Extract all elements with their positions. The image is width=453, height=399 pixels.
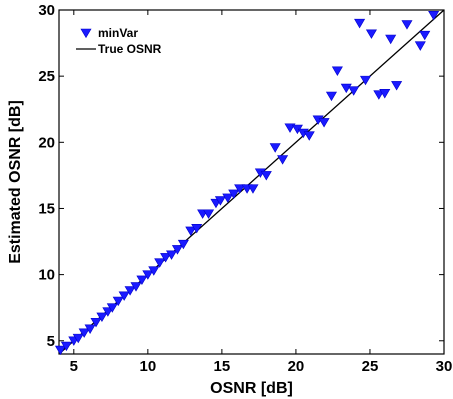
x-tick-label: 30 [436, 358, 453, 375]
series-layer [54, 9, 445, 356]
data-point-minVar [90, 317, 102, 328]
x-tick-label: 10 [140, 358, 157, 375]
data-point-minVar [359, 75, 372, 86]
data-point-minVar [171, 245, 183, 255]
data-point-minVar [325, 91, 337, 102]
legend-label-minVar: minVar [98, 26, 138, 40]
data-point-minVar [391, 81, 403, 91]
data-point-minVar [284, 123, 296, 133]
data-point-minVar [318, 118, 330, 128]
data-point-minVar [247, 184, 259, 194]
data-point-minVar [72, 333, 84, 344]
data-point-minVar [84, 324, 96, 334]
data-point-minVar [130, 282, 142, 292]
data-point-minVar [154, 258, 166, 268]
data-point-minVar [277, 155, 289, 165]
data-point-minVar [118, 291, 130, 301]
data-point-minVar [340, 83, 352, 94]
data-point-minVar [78, 328, 90, 338]
data-point-minVar [203, 209, 215, 219]
data-point-minVar [428, 10, 440, 21]
y-tick-label: 20 [38, 134, 55, 151]
data-point-minVar [191, 224, 203, 234]
y-tick-label: 15 [38, 200, 55, 217]
data-point-minVar [260, 171, 272, 181]
data-point-minVar [112, 296, 124, 307]
data-point-minVar [331, 66, 343, 76]
y-tick-label: 5 [47, 333, 55, 350]
data-point-minVar [222, 193, 234, 203]
data-point-minVar [60, 341, 72, 352]
data-point-minVar [228, 189, 240, 199]
data-point-minVar [354, 18, 366, 29]
data-point-minVar [303, 131, 315, 141]
data-point-minVar [214, 196, 226, 206]
data-point-minVar [96, 312, 108, 323]
x-tick-label: 15 [214, 358, 231, 375]
data-point-minVar [160, 253, 172, 263]
data-point-minVar [365, 29, 377, 39]
data-point-minVar [234, 184, 246, 194]
x-axis-title: OSNR [dB] [210, 380, 293, 397]
data-point-minVar [136, 275, 148, 285]
data-point-minVar [373, 90, 385, 100]
data-point-minVar [269, 143, 281, 153]
legend-marker-minVar [80, 28, 92, 39]
data-point-minVar [148, 266, 160, 276]
x-tick-label: 20 [288, 358, 305, 375]
data-point-minVar [401, 20, 413, 30]
y-tick-label: 10 [38, 267, 55, 284]
data-point-minVar [142, 270, 154, 280]
y-axis-title: Estimated OSNR [dB] [7, 100, 24, 264]
data-point-minVar [177, 239, 189, 250]
x-tick-label: 5 [70, 358, 78, 375]
data-point-minVar [379, 89, 391, 99]
x-tick-label: 25 [362, 358, 379, 375]
data-point-minVar [54, 345, 67, 356]
data-point-minVar [185, 226, 197, 237]
data-point-minVar [348, 86, 360, 96]
data-point-minVar [414, 41, 426, 51]
data-point-minVar [385, 34, 397, 45]
y-tick-label: 25 [38, 68, 55, 85]
data-point-minVar [106, 303, 118, 313]
legend: minVar True OSNR [76, 26, 162, 56]
data-point-minVar [102, 307, 114, 317]
data-point-minVar [124, 286, 136, 296]
y-tick-label: 30 [38, 2, 55, 19]
axis-ticks: 5 10 15 20 25 30 5 10 15 20 25 30 [38, 2, 452, 375]
legend-label-true-osnr: True OSNR [98, 42, 162, 56]
data-point-minVar [419, 30, 431, 41]
data-point-minVar [166, 250, 178, 260]
